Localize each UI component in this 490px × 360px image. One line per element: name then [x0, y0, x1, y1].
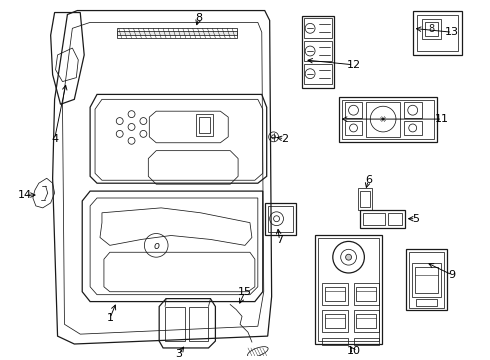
Bar [353, 338, 379, 345]
Text: 14: 14 [18, 190, 32, 200]
Bar [322, 310, 347, 332]
Bar [322, 283, 347, 305]
Text: 10: 10 [346, 346, 361, 356]
Bar [198, 117, 211, 133]
Bar [302, 17, 334, 87]
Bar [325, 287, 344, 301]
Bar [344, 102, 363, 118]
Text: 1: 1 [106, 313, 113, 323]
Bar [196, 114, 214, 136]
Bar [304, 41, 332, 61]
Bar [416, 299, 438, 306]
Text: 6: 6 [365, 175, 372, 185]
Bar [339, 97, 438, 142]
Bar [409, 252, 444, 307]
Text: 15: 15 [238, 287, 252, 297]
Bar [361, 210, 405, 228]
Bar [353, 310, 379, 332]
Bar [416, 14, 458, 51]
Bar [268, 206, 294, 231]
Bar [412, 263, 441, 297]
Bar [406, 249, 447, 310]
Text: 8: 8 [428, 24, 435, 34]
Bar [424, 22, 439, 36]
Text: 11: 11 [435, 114, 449, 124]
Bar [357, 314, 376, 328]
Text: 4: 4 [51, 134, 58, 144]
Bar [388, 213, 402, 225]
Bar [165, 306, 185, 341]
Text: 3: 3 [175, 349, 182, 359]
Bar [353, 283, 379, 305]
Text: 13: 13 [445, 27, 459, 37]
Bar [325, 314, 344, 328]
Bar [342, 100, 435, 139]
Bar [315, 235, 382, 344]
Bar [359, 188, 372, 210]
Text: 7: 7 [276, 235, 283, 246]
Text: 8: 8 [195, 13, 202, 23]
Text: 5: 5 [412, 214, 419, 224]
Bar [117, 31, 237, 35]
Bar [404, 121, 421, 135]
Bar [357, 287, 376, 301]
Bar [415, 267, 439, 293]
Bar [322, 338, 347, 345]
Bar [361, 191, 370, 207]
Text: 9: 9 [449, 270, 456, 280]
Bar [265, 203, 296, 234]
Bar [421, 19, 441, 39]
Bar [364, 213, 385, 225]
Text: 12: 12 [346, 60, 361, 70]
Text: o: o [153, 241, 159, 251]
Bar [413, 10, 462, 55]
Circle shape [345, 254, 351, 260]
Bar [304, 64, 332, 84]
Bar [404, 102, 421, 118]
Bar [189, 306, 209, 341]
Bar [367, 102, 400, 137]
Bar [304, 18, 332, 38]
Bar [318, 238, 379, 341]
Text: 2: 2 [281, 134, 288, 144]
Bar [344, 121, 363, 135]
Bar [117, 28, 237, 38]
